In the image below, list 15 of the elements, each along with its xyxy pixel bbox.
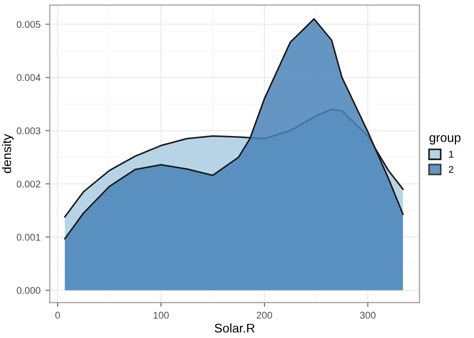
- legend-title: group: [430, 135, 460, 144]
- legend-label: 2: [448, 166, 454, 173]
- y-tick-label: 0.005: [16, 20, 40, 28]
- x-tick-label: 300: [360, 312, 376, 319]
- y-tick-label: 0.004: [16, 74, 40, 82]
- y-tick-label: 0.003: [16, 127, 40, 134]
- y-tick-label: 0.000: [16, 287, 40, 294]
- x-axis-title: Solar.R: [214, 323, 255, 333]
- y-tick-label: 0.001: [16, 234, 40, 241]
- x-tick-label: 200: [256, 312, 272, 319]
- y-tick-label: 0.002: [16, 180, 40, 188]
- x-tick-label: 0: [55, 312, 60, 319]
- x-tick-label: 100: [154, 312, 169, 319]
- y-axis-title: density: [2, 134, 14, 174]
- legend-label: 1: [449, 150, 454, 158]
